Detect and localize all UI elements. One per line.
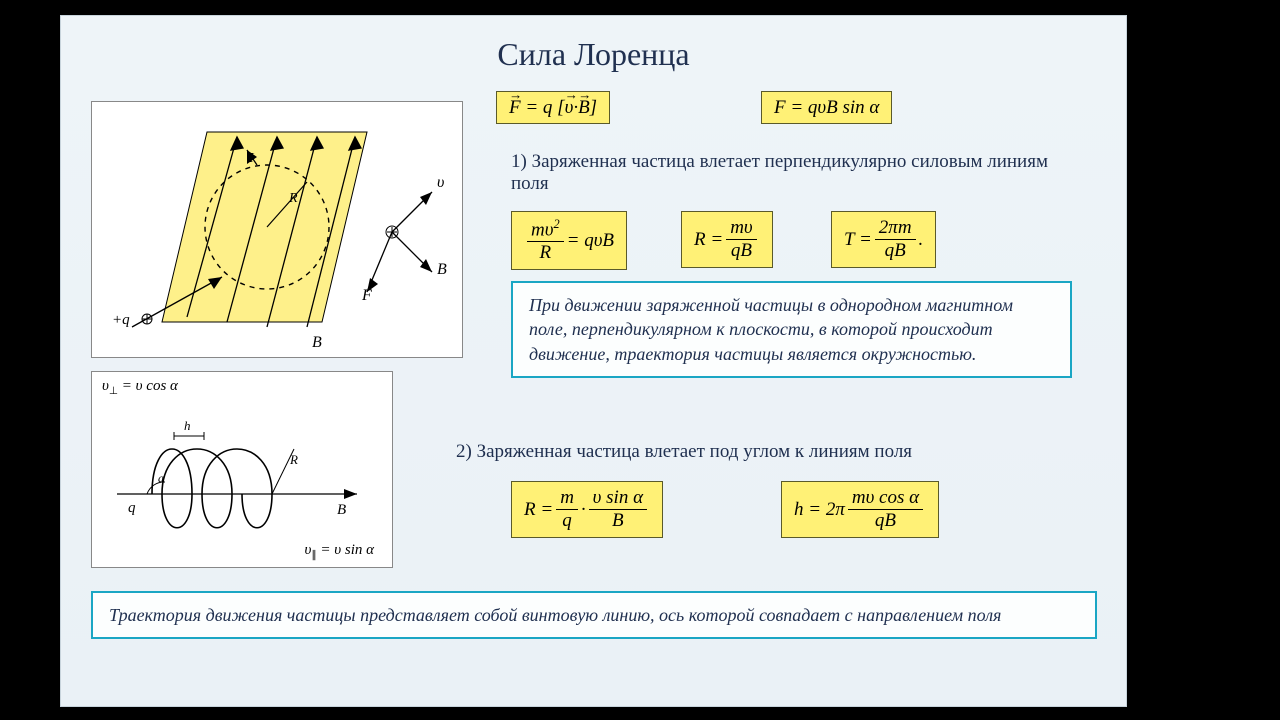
svg-text:F⃗: F⃗ (361, 287, 384, 304)
svg-text:R: R (288, 191, 298, 206)
svg-text:B⃗: B⃗ (312, 334, 334, 351)
formula-pitch: h = 2π mυ cos αqB (781, 481, 939, 538)
helix-vpar: υ∥ = υ sin α (304, 542, 374, 561)
formula-vector: F = q [υ·B] (496, 91, 610, 124)
svg-text:q: q (128, 500, 136, 516)
slide: Сила Лоренца F = q [υ·B] F = qυB sin α (60, 15, 1127, 707)
formula-scalar: F = qυB sin α (761, 91, 892, 124)
helix-svg: q B⃗ h a R (92, 394, 392, 544)
svg-text:h: h (184, 418, 191, 433)
diagram-helix: υ⊥ = υ cos α q B⃗ h a R υ∥ = υ sin α (91, 371, 393, 568)
formula-period: T = 2πmqB . (831, 211, 936, 268)
svg-text:+q: +q (112, 312, 130, 328)
section1-label: 1) Заряженная частица влетает перпендику… (511, 151, 1071, 195)
formula-centripetal: mυ2R = qυB (511, 211, 627, 270)
page-title: Сила Лоренца (61, 36, 1126, 73)
formula-radius: R = mυqB (681, 211, 773, 268)
formula-radius-angle: R = mq· υ sin αB (511, 481, 663, 538)
svg-text:R: R (289, 452, 298, 467)
svg-text:B⃗: B⃗ (337, 502, 358, 518)
svg-text:B⃗: B⃗ (437, 261, 459, 278)
diagram-circular: +q I R υ⃗ B⃗ F⃗ B⃗ (91, 101, 463, 358)
diagram-circular-svg: +q I R υ⃗ B⃗ F⃗ B⃗ (92, 102, 462, 357)
note-helix: Траектория движения частицы представляет… (91, 591, 1097, 639)
note-circle: При движении заряженной частицы в одноро… (511, 281, 1072, 378)
svg-text:υ⃗: υ⃗ (437, 174, 457, 191)
svg-text:a: a (158, 471, 164, 485)
section2-label: 2) Заряженная частица влетает под углом … (456, 441, 1096, 463)
